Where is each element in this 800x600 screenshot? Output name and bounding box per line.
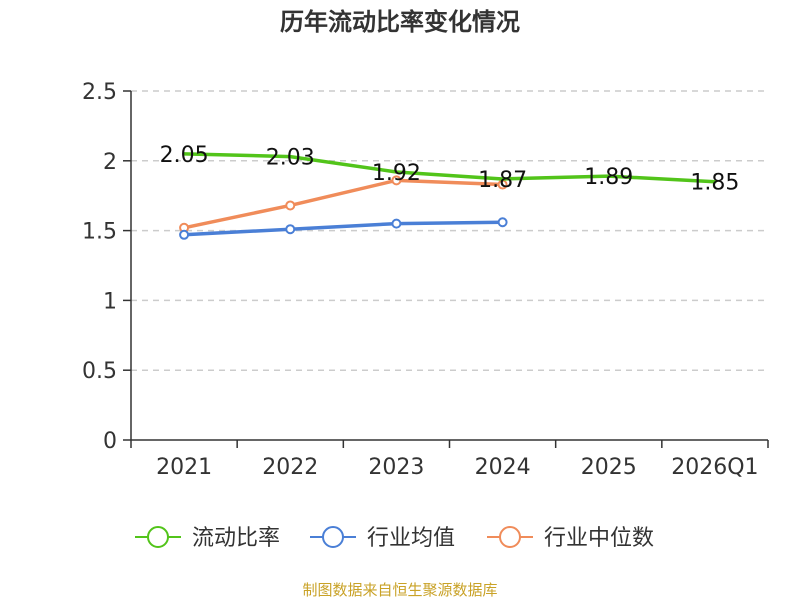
data-label: 1.89 [584,165,633,190]
y-tick-label: 1 [103,289,117,314]
data-point [285,200,296,211]
data-point [179,229,190,240]
y-tick-label: 1.5 [82,220,117,245]
chart-title: 历年流动比率变化情况 [280,8,520,36]
gridlines [131,90,768,371]
series-group [179,152,717,240]
data-label: 1.92 [372,161,421,186]
data-point [391,175,402,186]
legend-label: 行业均值 [367,526,455,551]
x-tick-label-2025: 2025 [581,455,637,480]
legend-marker-icon [147,526,169,548]
series-line-0 [182,152,717,184]
data-labels: 2.05 2.03 1.92 1.87 1.89 1.85 [160,143,740,196]
y-tick-label: 0.5 [82,359,117,384]
legend-label: 流动比率 [192,526,280,551]
data-label: 2.03 [266,146,315,171]
x-tick-label-2021: 2021 [156,455,212,480]
x-tick-label-2024: 2024 [475,455,531,480]
series-line-1 [182,220,505,237]
legend: 流动比率 行业均值 行业中位数 [135,526,654,551]
source-note: 制图数据来自恒生聚源数据库 [302,581,497,599]
y-tick-label: 2 [103,150,117,175]
series-line-2 [182,178,505,230]
legend-item-0: 流动比率 [135,526,280,551]
data-point [497,217,508,228]
y-tick-label: 0 [103,429,117,454]
x-tick-label-2023: 2023 [368,455,424,480]
data-point [391,218,402,229]
data-label: 1.85 [690,171,739,196]
x-tick-label-2026Q1: 2026Q1 [671,455,758,480]
legend-item-2: 行业中位数 [487,526,654,551]
x-tick-label-2022: 2022 [262,455,318,480]
data-label: 1.87 [478,168,527,193]
axes: 0 0.5 1 1.5 2 2.5 2021 2022 2023 2024 2025 2026Q1 [82,80,769,480]
legend-marker-icon [499,526,521,548]
data-point [285,224,296,235]
legend-item-1: 行业均值 [310,526,455,551]
data-label: 2.05 [160,143,209,168]
legend-label: 行业中位数 [544,526,654,551]
legend-marker-icon [322,526,344,548]
y-tick-label: 2.5 [82,80,117,105]
